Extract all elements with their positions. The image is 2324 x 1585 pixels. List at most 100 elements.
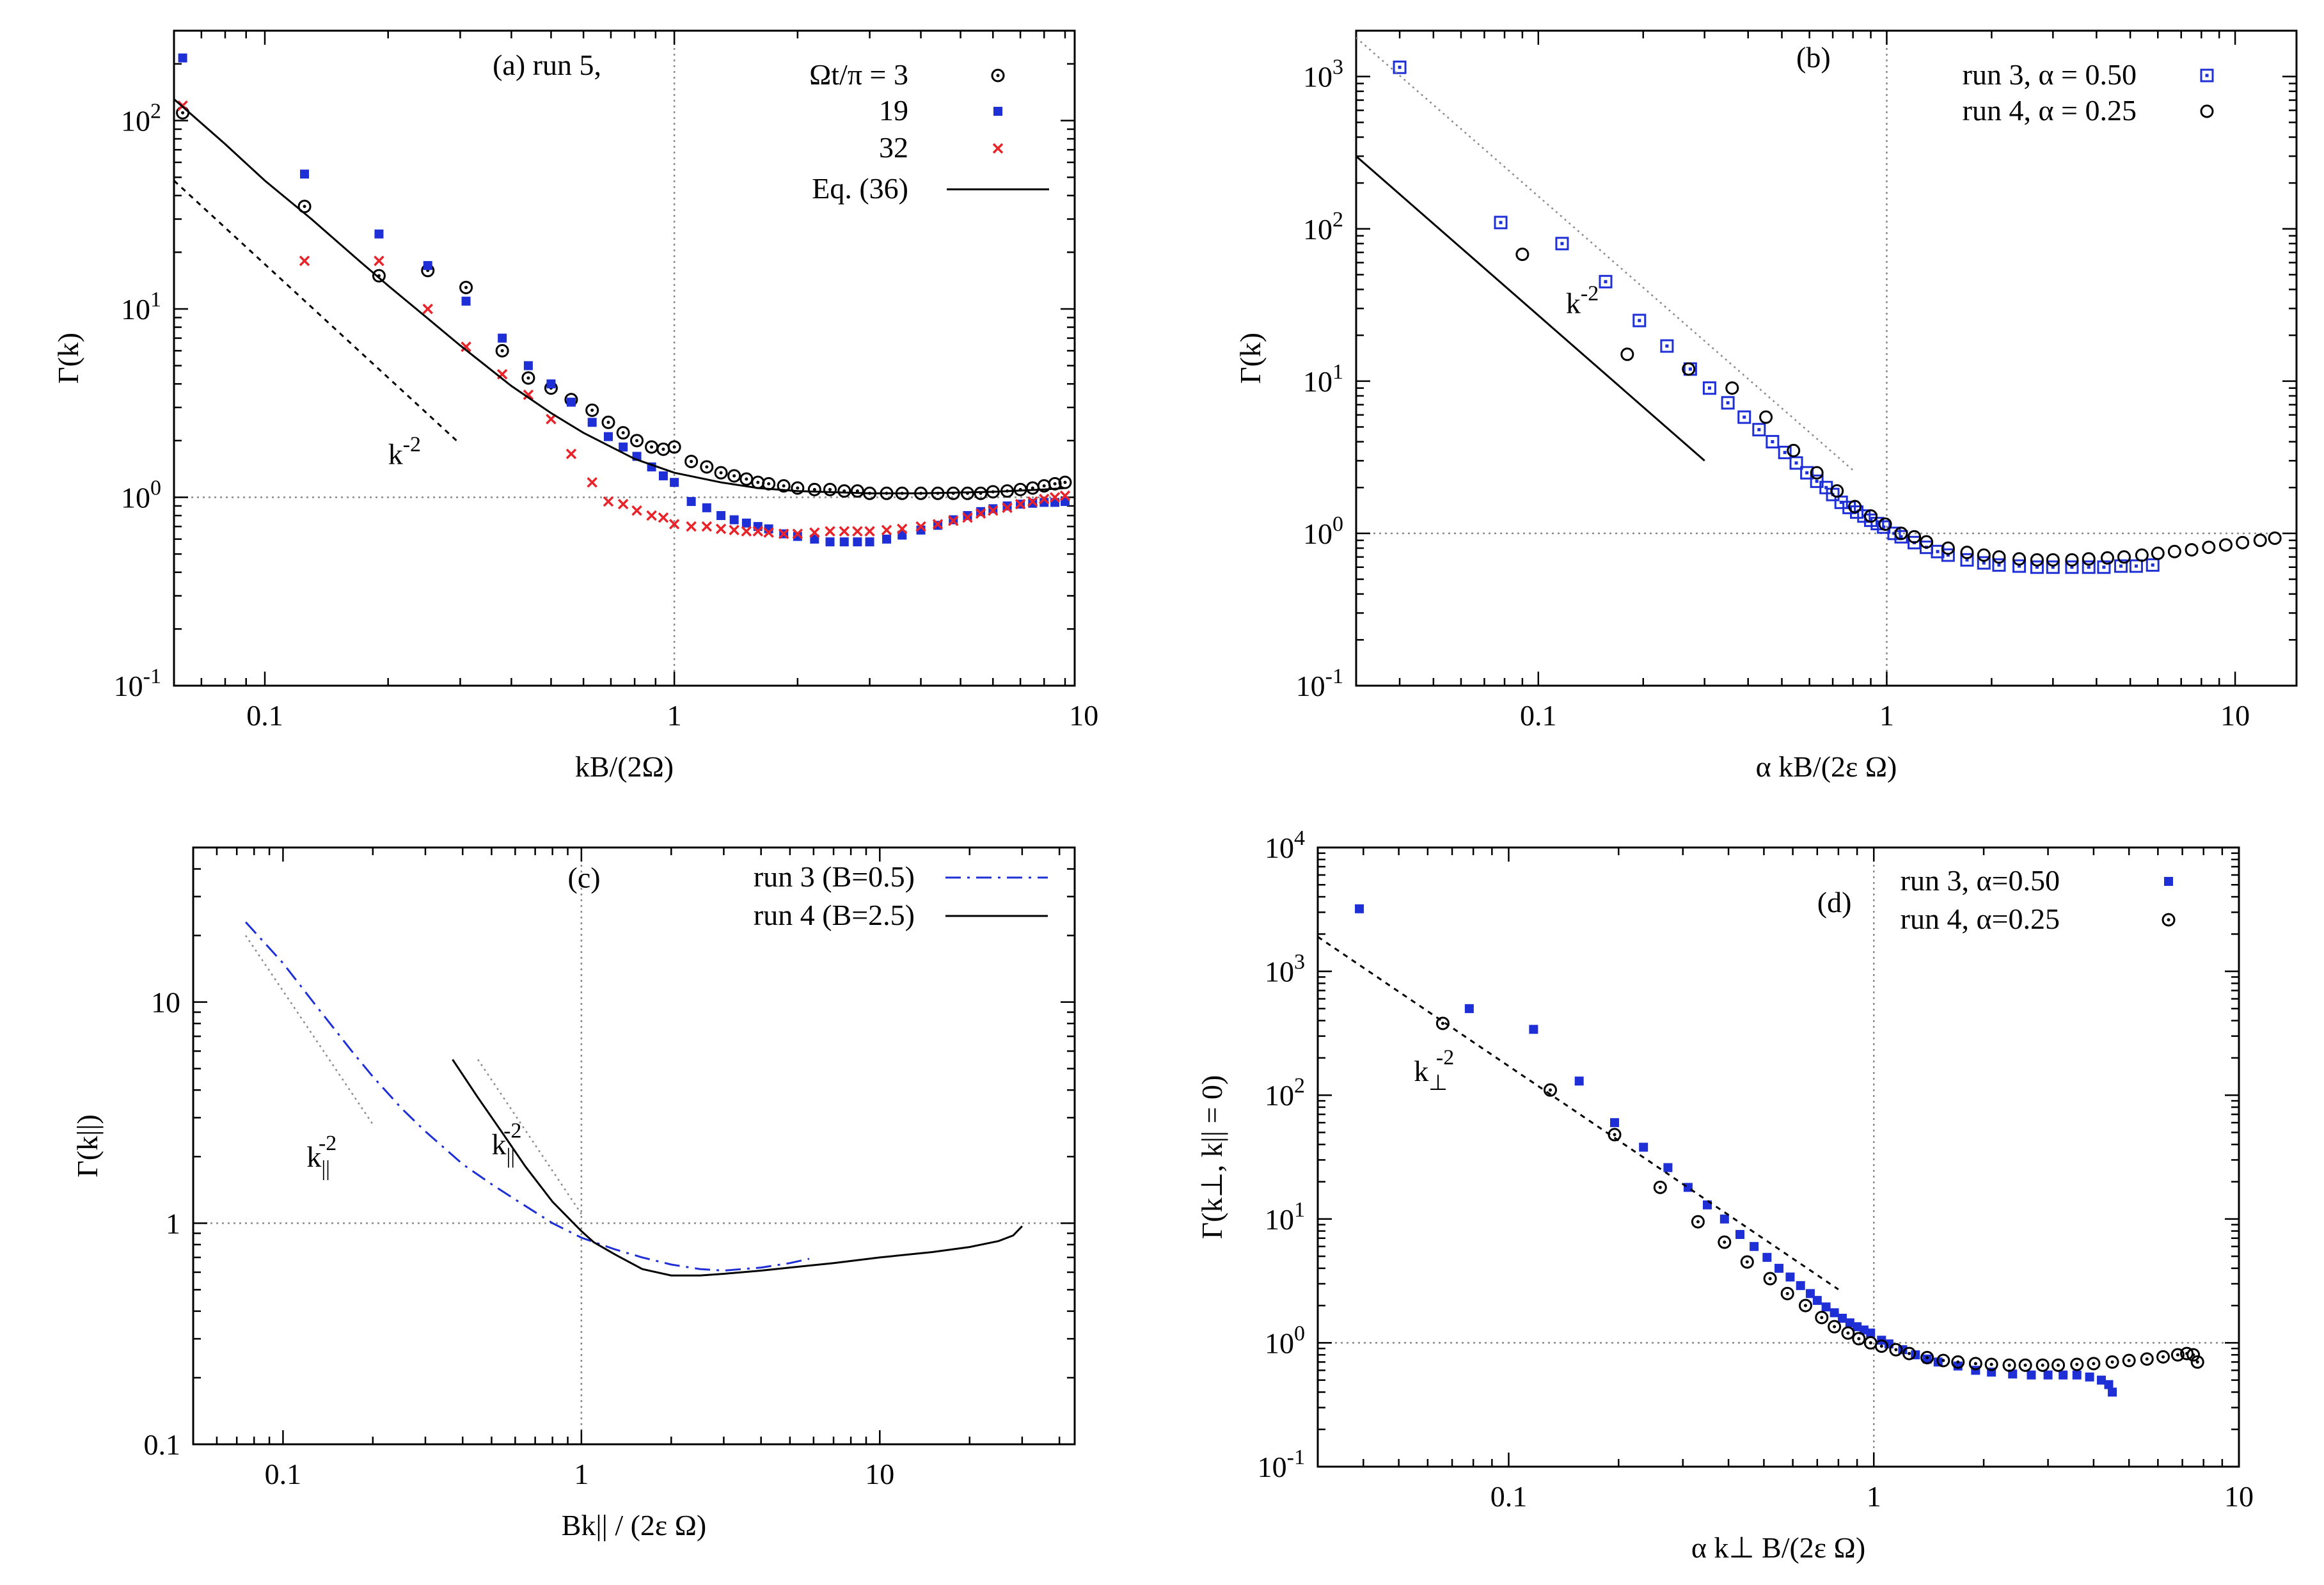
- data-point-run-3-0-50-dot: [2018, 564, 2021, 568]
- data-point-run-4-0-25-dot: [1869, 1341, 1872, 1344]
- data-point-t-3: [700, 460, 714, 474]
- legend-marker-run-3-0-50: [2164, 877, 2173, 886]
- data-point-run-3-0-50: [2129, 559, 2143, 573]
- legend-marker-t-3-dot: [996, 74, 1000, 77]
- data-point-32: [631, 505, 642, 516]
- y-tick-label: 10-1: [1296, 665, 1343, 702]
- y-tick-label: 102: [1265, 1074, 1305, 1112]
- data-point-run-3-0-50: [1853, 1322, 1862, 1332]
- data-point-32: [763, 527, 774, 538]
- data-point-run-4-0-25: [2135, 548, 2149, 562]
- data-point-run-4-0-25: [1798, 1298, 1812, 1313]
- plot-frame: [1316, 846, 2240, 1468]
- y-tick-label: 0.1: [144, 1428, 181, 1461]
- data-point-run-4-0-25-dot: [2007, 1363, 2011, 1367]
- data-point-run-3-0-50: [1826, 487, 1840, 501]
- data-point-32: [839, 526, 850, 537]
- y-tick-label: 1: [166, 1207, 180, 1240]
- data-point-run-4-0-25: [2100, 551, 2114, 565]
- data-point-run-4-0-25: [1682, 362, 1696, 376]
- y-axis-label: Γ(k⊥, k|| = 0): [1196, 1075, 1228, 1240]
- data-point-run-4-0-25-dot: [1833, 1325, 1837, 1329]
- panel-a: 0.1 1 10 10-1 100 101 102 kB/(2Ω) Γ(k) (a) run 5,…: [52, 29, 1098, 783]
- data-point-19: [865, 537, 874, 547]
- data-point-run-4-0-25: [1759, 410, 1773, 424]
- series-line-k-2-ref: [1318, 936, 1839, 1291]
- data-point-run-3-0-50-dot: [1899, 535, 1903, 539]
- data-point-run-4-0-25-dot: [1745, 1260, 1749, 1264]
- data-point-run-4-0-25: [2185, 543, 2199, 557]
- data-point-run-4-0-25: [1828, 1320, 1842, 1334]
- data-point-run-4-0-25: [2170, 1348, 2185, 1362]
- data-point-run-3-0-50: [1785, 1272, 1795, 1282]
- data-point-t-3-dot: [796, 486, 800, 490]
- data-point-32: [523, 390, 534, 400]
- data-point-run-3-0-50: [2043, 1370, 2053, 1380]
- data-point-run-3-0-50: [1750, 1242, 1759, 1251]
- data-point-run-4-0-25: [1515, 248, 1530, 262]
- data-point-32: [668, 519, 680, 530]
- x-tick-label: 1: [1879, 699, 1894, 732]
- data-point-run-3-0-50: [1599, 274, 1613, 288]
- data-point-run-3-0-50: [1971, 1366, 1980, 1375]
- data-point-run-4-0-25: [2030, 553, 2044, 567]
- data-point-19: [963, 511, 972, 521]
- data-point-t-3-dot: [500, 349, 504, 352]
- data-point-t-3: [585, 403, 599, 417]
- data-point-32: [825, 526, 835, 537]
- y-tick-label: 101: [1303, 360, 1343, 398]
- legend-label: run 4 (B=2.5): [754, 899, 915, 931]
- data-point-run-3-0-50: [1866, 1329, 1876, 1338]
- x-tick-label: 10: [2224, 1480, 2254, 1513]
- data-point-run-3-0-50-dot: [1560, 242, 1564, 246]
- data-point-19: [523, 361, 533, 370]
- series-group: [174, 53, 1072, 547]
- data-point-19: [374, 229, 384, 239]
- legend-marker-run-4-0-25: [2162, 913, 2176, 927]
- legend-label: run 3, α = 0.50: [1963, 58, 2137, 91]
- legend-marker-run-3-0-50-dot: [2205, 74, 2209, 77]
- series-line-k-2-dotted: [1356, 36, 1854, 471]
- legend-label: Eq. (36): [812, 172, 908, 205]
- x-tick-label: 0.1: [1520, 699, 1557, 732]
- series-line-run-3-b-0-5: [244, 921, 810, 1272]
- data-point-run-4-0-25: [2218, 538, 2233, 552]
- y-tick-label: 101: [1265, 1198, 1305, 1236]
- data-point-run-4-0-25: [2202, 540, 2216, 555]
- data-point-32: [461, 341, 471, 352]
- plot-frame: [1355, 29, 2298, 687]
- data-point-run-4-0-25: [1864, 509, 1878, 523]
- data-point-run-4-0-25-dot: [1658, 1185, 1662, 1189]
- data-point-run-4-0-25: [2236, 535, 2250, 549]
- series-line-k-2: [174, 180, 461, 445]
- data-point-run-4-0-25: [1960, 546, 1974, 560]
- data-point-run-3-0-50-dot: [1982, 561, 1986, 565]
- data-point-t-3-dot: [621, 431, 625, 435]
- x-tick-label: 0.1: [1490, 1480, 1528, 1513]
- data-point-run-3-0-50: [1555, 237, 1569, 251]
- data-point-run-4-0-25-dot: [1973, 1362, 1977, 1366]
- data-point-t-3-dot: [526, 376, 530, 380]
- x-tick-label: 0.1: [265, 1458, 302, 1490]
- data-point-run-4-0-25: [1841, 1326, 1855, 1340]
- data-point-run-4-0-25: [1889, 1343, 1903, 1357]
- data-point-19: [839, 537, 849, 547]
- data-point-run-4-0-25-dot: [1696, 1220, 1700, 1224]
- data-point-run-3-0-50: [1574, 1076, 1584, 1086]
- data-point-t-3-dot: [1031, 486, 1034, 490]
- data-point-t-3-dot: [661, 447, 665, 451]
- data-point-run-3-0-50-dot: [1824, 485, 1828, 489]
- x-tick-label: 10: [1069, 699, 1098, 732]
- data-point-run-3-0-50-dot: [1815, 479, 1819, 483]
- panel-annotation: (d): [1817, 886, 1852, 919]
- data-point-run-4-0-25-dot: [1989, 1362, 1993, 1366]
- data-point-run-3-0-50: [1887, 526, 1901, 540]
- data-point-run-4-0-25: [1725, 381, 1739, 395]
- data-point-run-4-0-25-dot: [1441, 1021, 1444, 1025]
- data-point-run-3-0-50-dot: [1892, 532, 1896, 535]
- x-tick-label: 10: [865, 1458, 894, 1490]
- data-point-run-4-0-25-dot: [1894, 1348, 1898, 1352]
- data-point-32: [752, 526, 764, 537]
- data-point-run-4-0-25-dot: [2195, 1360, 2199, 1364]
- data-point-run-4-0-25: [1992, 550, 2006, 564]
